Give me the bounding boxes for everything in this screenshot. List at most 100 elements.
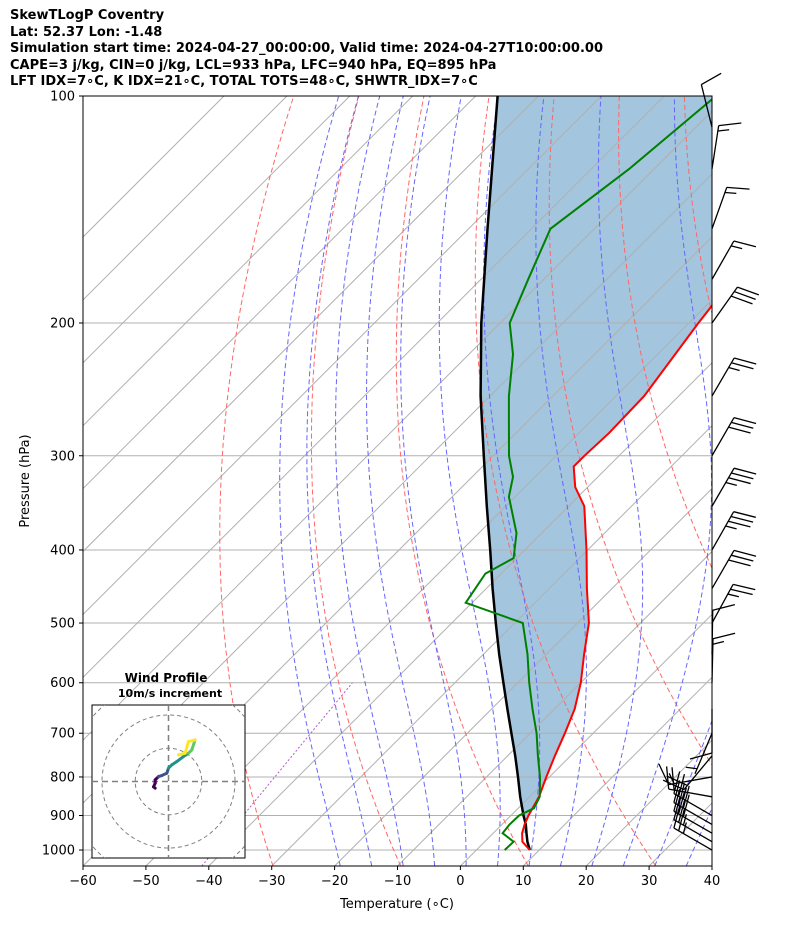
wind-barb-staff — [711, 357, 735, 397]
isotherm-line — [397, 550, 712, 866]
wind-barb-full — [673, 780, 681, 803]
wind-barb-full — [730, 295, 753, 305]
y-tick-label: 400 — [50, 543, 75, 558]
wind-barb-full — [731, 472, 754, 480]
wind-barb-full — [673, 789, 681, 812]
isotherm-line — [83, 96, 539, 553]
y-tick-label: 900 — [50, 809, 75, 824]
wind-barb-full — [734, 290, 756, 300]
wind-barb-staff — [700, 84, 713, 128]
wind-barb — [673, 805, 713, 851]
wind-barb-full — [732, 583, 756, 591]
isotherms — [83, 96, 712, 866]
dry-adiabat-line — [219, 96, 295, 866]
wind-barb-full — [712, 603, 735, 611]
wind-barb — [673, 780, 713, 826]
wind-barb-full — [728, 559, 751, 567]
wind-barb — [673, 789, 713, 834]
wind-barb-staff — [711, 417, 735, 457]
wind-barb-full — [731, 421, 754, 429]
isotherm-line — [83, 96, 665, 679]
wind-barb-staff — [668, 788, 713, 798]
x-tick-label: −50 — [132, 874, 159, 889]
x-tick-label: 0 — [456, 874, 464, 889]
wind-barb — [700, 72, 722, 128]
wind-barb-full — [678, 800, 686, 823]
wind-barb-half — [727, 593, 740, 598]
dry-adiabat-line — [618, 96, 712, 570]
isotherm-line — [334, 487, 712, 866]
moist-adiabat-line — [622, 96, 712, 866]
wind-barb-full — [712, 632, 736, 640]
wind-barb — [711, 186, 750, 229]
x-tick-label: −30 — [258, 874, 285, 889]
x-tick-label: −10 — [384, 874, 411, 889]
wind-barb-staff — [673, 801, 713, 826]
isotherm-line — [83, 96, 288, 301]
wind-barb-full — [733, 549, 757, 557]
wind-barb — [711, 549, 757, 589]
wind-barb-full — [701, 72, 722, 86]
wind-barb-full — [682, 785, 690, 809]
sounding-profiles — [464, 96, 712, 851]
moist-adiabat-line — [365, 96, 436, 866]
moist-adiabat-line — [591, 96, 644, 866]
wind-barb-half — [682, 787, 687, 800]
isotherm-line — [83, 96, 602, 616]
wind-barb-full — [665, 766, 670, 790]
wind-barb-full — [734, 357, 757, 365]
y-axis-label: Pressure (hPa) — [18, 434, 33, 527]
wind-barb-full — [731, 362, 754, 370]
isotherm-line — [83, 96, 414, 427]
wind-barb-staff — [711, 584, 734, 624]
y-tick-label: 500 — [50, 617, 75, 632]
wind-barb-staff — [711, 550, 735, 589]
wind-barb-half — [725, 525, 737, 530]
wind-barb-full — [666, 775, 688, 787]
wind-barb-full — [737, 286, 760, 296]
indices-line: LFT IDX=7∘C, K IDX=21∘C, TOTAL TOTS=48∘C… — [10, 74, 478, 89]
wind-barb-full — [730, 588, 753, 596]
isotherm-line — [83, 96, 225, 238]
wind-barb-staff — [694, 732, 713, 775]
y-tick-label: 100 — [50, 90, 75, 105]
wind-barb-full — [658, 763, 670, 785]
cape-line: CAPE=3 j/kg, CIN=0 j/kg, LCL=933 hPa, LF… — [10, 57, 497, 73]
cape-fill-area — [480, 96, 712, 834]
time-line: Simulation start time: 2024-04-27_00:00:… — [10, 41, 603, 56]
wind-barb-full — [673, 805, 681, 829]
wind-barb-staff — [711, 187, 728, 229]
wind-barb-half — [717, 129, 730, 132]
x-tick-label: −60 — [69, 874, 96, 889]
dry-adiabat-line — [750, 96, 794, 866]
y-tick-label: 200 — [50, 316, 75, 331]
isotherm-line — [271, 424, 712, 866]
cape-shading — [480, 96, 712, 834]
wind-barb — [711, 583, 756, 624]
wind-barb-full — [730, 515, 754, 523]
moist-adiabat-line — [718, 96, 794, 866]
moist-adiabat-line — [335, 96, 404, 866]
x-tick-label: −20 — [321, 874, 348, 889]
x-axis-label: Temperature (∘C) — [339, 897, 454, 912]
wind-barbs — [658, 72, 760, 851]
wind-barb-half — [728, 366, 740, 372]
wind-barb-full — [728, 520, 751, 528]
wind-barb-full — [733, 467, 757, 475]
isotherm-line — [460, 613, 712, 866]
isotherm-line — [83, 96, 351, 364]
wind-barb — [711, 632, 736, 683]
wind-barb-full — [682, 794, 690, 817]
hodograph-segment — [176, 751, 187, 757]
isotherm-line — [208, 362, 712, 866]
wind-barb — [689, 708, 713, 760]
wind-barb-half — [712, 640, 725, 645]
wind-barb — [673, 797, 713, 843]
chart-title: SkewTLogP Coventry — [10, 8, 165, 23]
wind-barb-half — [724, 191, 737, 195]
x-tick-label: 20 — [578, 874, 595, 889]
moist-adiabat-line — [438, 96, 501, 866]
wind-barb-half — [730, 245, 743, 250]
wind-barb-half — [682, 822, 687, 834]
wind-barb — [711, 467, 757, 507]
